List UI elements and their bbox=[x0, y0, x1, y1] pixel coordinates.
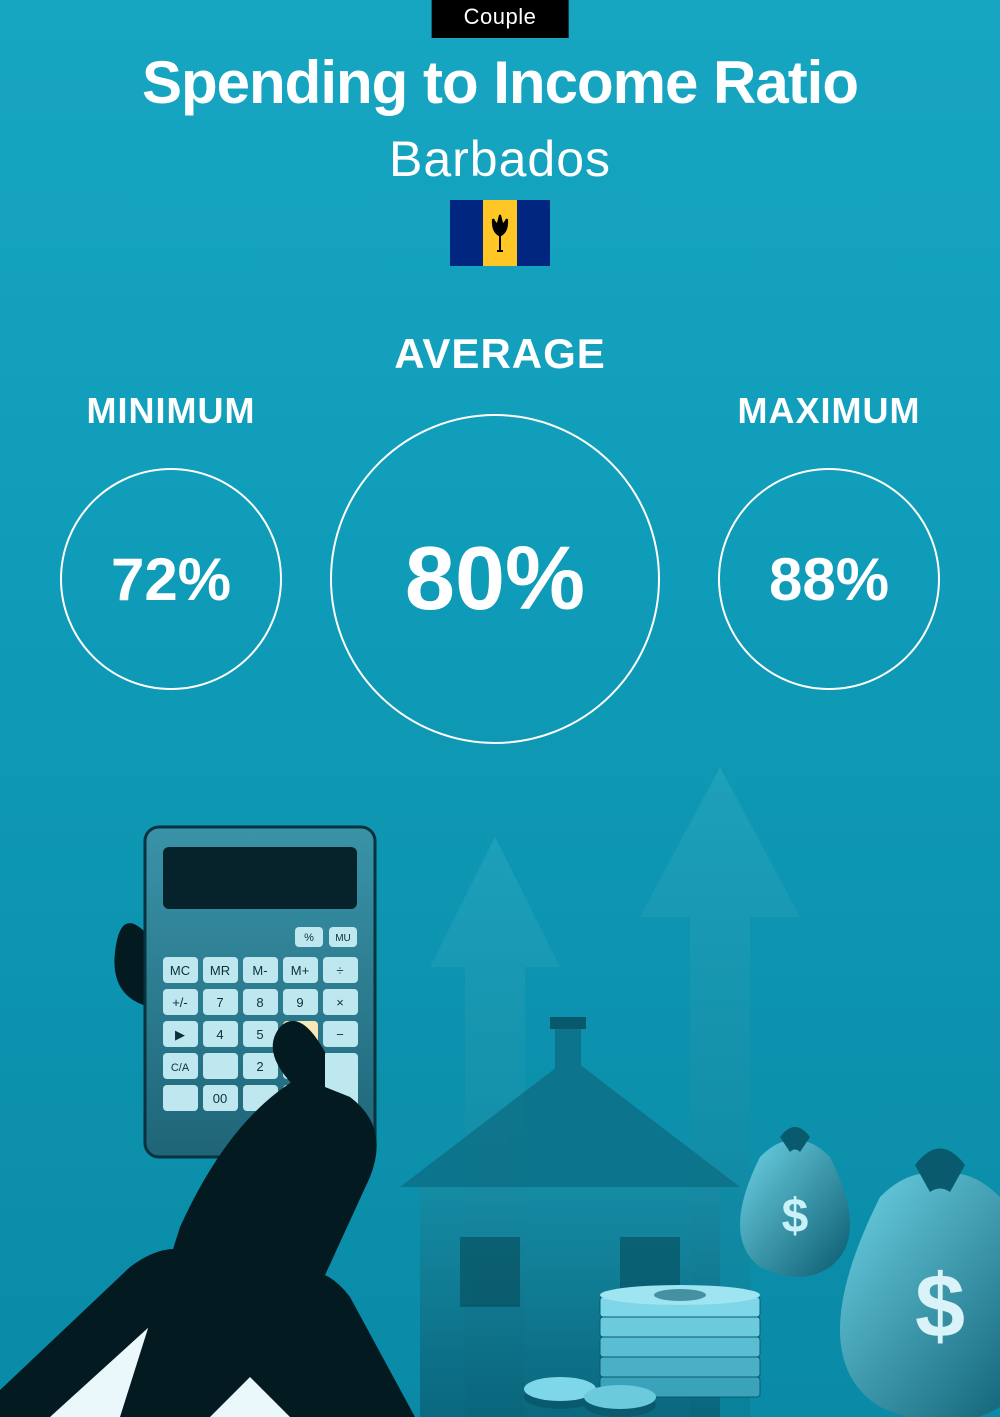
flag-stripe-right bbox=[517, 200, 550, 266]
value-average: 80% bbox=[405, 528, 585, 631]
circle-average: 80% bbox=[330, 414, 660, 744]
label-average: AVERAGE bbox=[0, 330, 1000, 378]
circle-minimum: 72% bbox=[60, 468, 282, 690]
money-bag-large-icon: $ bbox=[840, 1149, 1000, 1417]
svg-text:5: 5 bbox=[256, 1027, 263, 1042]
value-minimum: 72% bbox=[111, 545, 231, 614]
coins-icon bbox=[524, 1377, 656, 1417]
svg-text:7: 7 bbox=[216, 995, 223, 1010]
country-name: Barbados bbox=[0, 130, 1000, 188]
svg-text:6: 6 bbox=[296, 1027, 303, 1042]
illustration: $ $ % MU bbox=[0, 757, 1000, 1417]
right-hand-icon bbox=[120, 1021, 480, 1417]
svg-text:8: 8 bbox=[256, 995, 263, 1010]
circle-maximum: 88% bbox=[718, 468, 940, 690]
cash-stack-icon bbox=[600, 1285, 760, 1397]
page-title: Spending to Income Ratio bbox=[0, 48, 1000, 117]
calculator-icon: % MU MC MR M- M+ ÷ +/- 7 8 9 × bbox=[145, 827, 375, 1157]
svg-text:M+: M+ bbox=[291, 963, 309, 978]
svg-text:▶: ▶ bbox=[175, 1027, 185, 1042]
category-badge: Couple bbox=[432, 0, 569, 38]
label-maximum: MAXIMUM bbox=[718, 390, 940, 432]
infographic-canvas: Couple Spending to Income Ratio Barbados… bbox=[0, 0, 1000, 1417]
svg-text:÷: ÷ bbox=[336, 963, 343, 978]
arrows-icon bbox=[430, 767, 800, 1417]
svg-text:9: 9 bbox=[296, 995, 303, 1010]
svg-text:3: 3 bbox=[296, 1059, 303, 1074]
svg-text:×: × bbox=[336, 995, 344, 1010]
svg-text:MU: MU bbox=[335, 933, 351, 944]
flag-stripe-left bbox=[450, 200, 483, 266]
value-maximum: 88% bbox=[769, 545, 889, 614]
flag-stripe-center bbox=[483, 200, 516, 266]
svg-text:+/-: +/- bbox=[172, 995, 188, 1010]
svg-text:2: 2 bbox=[256, 1059, 263, 1074]
money-bag-small-icon: $ bbox=[740, 1127, 850, 1277]
svg-text:$: $ bbox=[915, 1257, 965, 1357]
flag-icon bbox=[450, 200, 550, 266]
svg-text:%: % bbox=[304, 932, 314, 944]
category-badge-label: Couple bbox=[464, 4, 537, 29]
svg-text:4: 4 bbox=[216, 1027, 223, 1042]
left-hand-icon bbox=[0, 923, 260, 1417]
label-minimum: MINIMUM bbox=[60, 390, 282, 432]
house-icon bbox=[400, 1017, 740, 1417]
svg-text:M-: M- bbox=[252, 963, 267, 978]
svg-text:−: − bbox=[336, 1027, 344, 1042]
trident-icon bbox=[490, 213, 510, 253]
svg-text:00: 00 bbox=[213, 1091, 227, 1106]
svg-text:MR: MR bbox=[210, 963, 230, 978]
svg-text:C/A: C/A bbox=[171, 1062, 190, 1074]
svg-text:$: $ bbox=[782, 1190, 809, 1243]
svg-text:MC: MC bbox=[170, 963, 190, 978]
